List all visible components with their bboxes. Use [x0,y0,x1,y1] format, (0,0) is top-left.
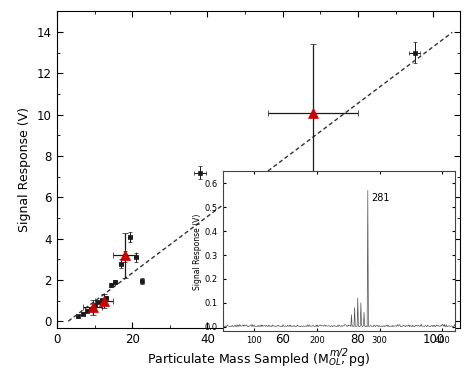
Y-axis label: Signal Response (V): Signal Response (V) [193,213,202,290]
Text: 281: 281 [371,193,390,203]
X-axis label: Particulate Mass Sampled (M$_{OL}$, pg): Particulate Mass Sampled (M$_{OL}$, pg) [147,351,370,368]
X-axis label: m/2: m/2 [329,348,348,358]
Y-axis label: Signal Response (V): Signal Response (V) [18,107,31,232]
